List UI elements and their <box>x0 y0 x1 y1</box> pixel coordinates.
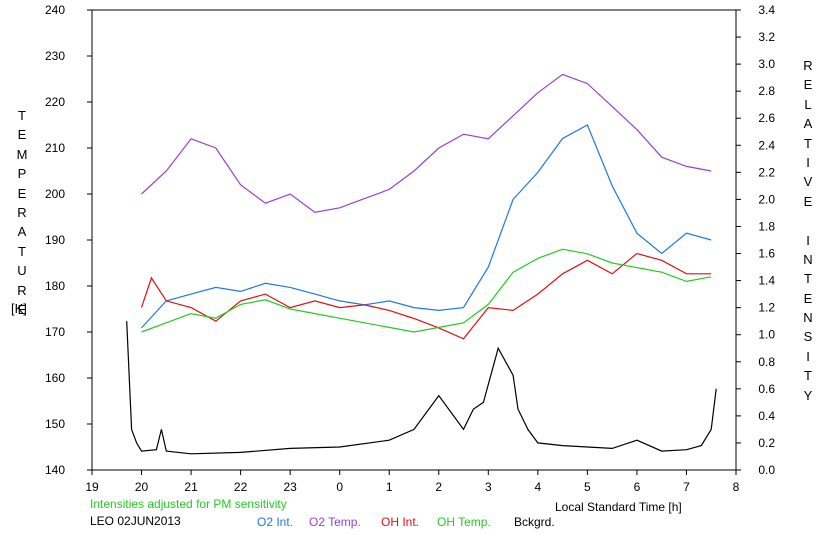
x-tick-label: 8 <box>733 480 740 494</box>
x-tick-label: 23 <box>283 480 297 494</box>
axis-label-letter: A <box>803 116 813 132</box>
axis-label-letter: E <box>17 127 27 143</box>
right-y-tick-label: 1.4 <box>758 274 775 288</box>
axis-label-letter: M <box>16 146 28 162</box>
x-tick-label: 4 <box>535 480 542 494</box>
axis-label-letter: T <box>18 243 26 259</box>
x-tick-label: 2 <box>435 480 442 494</box>
station-date: LEO 02JUN2013 <box>90 514 181 528</box>
sensitivity-note: Intensities adjusted for PM sensitivity <box>90 497 287 511</box>
right-y-tick-label: 2.2 <box>758 165 775 179</box>
series-layer <box>126 73 717 455</box>
left-y-tick-label: 160 <box>45 371 65 385</box>
legend-o2-temp: O2 Temp. <box>309 515 361 529</box>
x-axis-label: Local Standard Time [h] <box>555 500 682 514</box>
left-y-tick-label: 140 <box>45 463 65 477</box>
right-y-tick-label: 0.4 <box>758 409 775 423</box>
left-axis-unit: [K] <box>11 301 27 316</box>
axis-label-letter: Y <box>803 387 813 403</box>
legend-background: Bckgrd. <box>514 515 555 529</box>
series-line-o2-temp <box>141 73 712 214</box>
series-line-o2-int <box>141 124 712 329</box>
axis-label-letter: R <box>17 282 27 298</box>
left-y-tick-label: 190 <box>45 233 65 247</box>
series-line-bckgrd <box>126 321 717 455</box>
left-y-tick-label: 180 <box>45 279 65 293</box>
left-y-tick-label: 200 <box>45 187 65 201</box>
axis-label-letter: S <box>803 329 813 345</box>
left-y-tick-label: 220 <box>45 95 65 109</box>
axis-label-letter: E <box>803 193 813 209</box>
axis-label-letter: R <box>803 58 813 73</box>
axis-label-letter: A <box>17 224 27 240</box>
right-y-tick-label: 2.0 <box>758 192 775 206</box>
left-y-axis: 140 150 160 170 180 190 200 210 220 230 240 <box>45 3 92 477</box>
right-y-tick-label: 0.0 <box>758 463 775 477</box>
axis-label-letter <box>800 211 816 230</box>
x-tick-label: 22 <box>234 480 248 494</box>
right-y-tick-label: 0.2 <box>758 436 775 450</box>
axis-label-letter: E <box>17 185 27 201</box>
right-y-tick-label: 1.8 <box>758 219 775 233</box>
right-y-tick-label: 1.2 <box>758 301 775 315</box>
legend-o2-int: O2 Int. <box>257 515 294 529</box>
right-y-tick-label: 2.8 <box>758 84 775 98</box>
left-y-tick-label: 210 <box>45 141 65 155</box>
legend-oh-temp: OH Temp. <box>437 515 491 529</box>
left-y-tick-label: 230 <box>45 49 65 63</box>
axis-label-letter: I <box>806 232 810 248</box>
right-y-tick-label: 2.4 <box>758 138 775 152</box>
axis-label-letter: T <box>18 108 26 123</box>
legend-oh-int: OH Int. <box>381 515 420 529</box>
axis-label-letter: V <box>803 174 813 190</box>
axis-label-letter: P <box>17 166 27 182</box>
axis-label-letter: T <box>804 368 812 384</box>
axis-label-letter: U <box>17 263 27 279</box>
axis-label-letter: E <box>803 77 813 93</box>
axis-label-letter: E <box>803 290 813 306</box>
x-tick-label: 6 <box>634 480 641 494</box>
axis-label-letter: T <box>804 271 812 287</box>
axis-label-letter: T <box>804 135 812 151</box>
right-y-tick-label: 0.6 <box>758 382 775 396</box>
x-tick-label: 7 <box>683 480 690 494</box>
plot-frame <box>91 9 737 471</box>
x-tick-label: 21 <box>184 480 198 494</box>
series-line-oh-temp <box>141 248 712 333</box>
right-y-tick-label: 3.2 <box>758 30 775 44</box>
x-tick-label: 3 <box>485 480 492 494</box>
x-axis: 19 20 21 22 23 0 1 2 3 4 5 6 7 8 <box>85 470 740 494</box>
right-y-tick-label: 2.6 <box>758 111 775 125</box>
x-tick-label: 5 <box>584 480 591 494</box>
axis-label-letter: I <box>806 154 810 170</box>
series-line-oh-int <box>140 252 712 340</box>
x-tick-label: 1 <box>386 480 393 494</box>
right-y-tick-label: 1.6 <box>758 247 775 261</box>
right-y-tick-label: 0.8 <box>758 355 775 369</box>
right-y-tick-label: 3.0 <box>758 57 775 71</box>
axis-label-letter: N <box>803 310 813 326</box>
x-tick-label: 19 <box>85 480 99 494</box>
axis-label-letter: I <box>806 348 810 364</box>
left-y-tick-label: 150 <box>45 417 65 431</box>
axis-label-letter: R <box>17 204 27 220</box>
axis-label-letter: L <box>804 96 812 112</box>
x-tick-label: 20 <box>135 480 149 494</box>
right-y-tick-label: 1.0 <box>758 328 775 342</box>
axis-label-letter: E <box>17 301 27 317</box>
x-tick-label: 0 <box>336 480 343 494</box>
right-y-axis: 0.0 0.2 0.4 0.6 0.8 1.0 1.2 1.4 1.6 1.8 2.0 2.2 2.4 2… <box>736 3 775 477</box>
right-y-tick-label: 3.4 <box>758 3 775 17</box>
axis-label-letter: N <box>803 251 813 267</box>
left-y-tick-label: 170 <box>45 325 65 339</box>
left-y-tick-label: 240 <box>45 3 65 17</box>
